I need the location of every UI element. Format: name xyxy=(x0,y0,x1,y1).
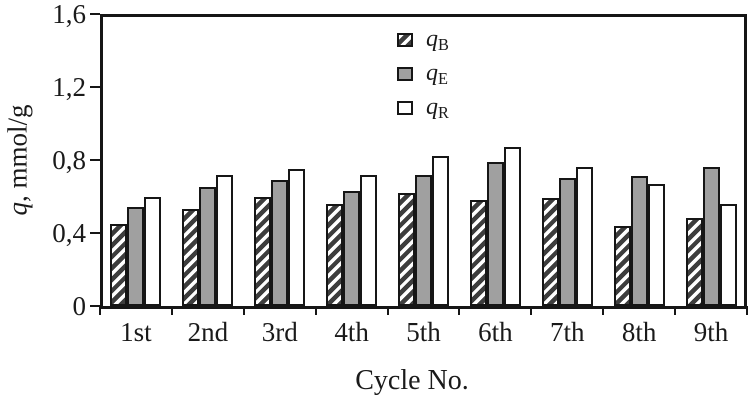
x-category-label: 6th xyxy=(478,317,513,347)
bar-q_E-4th xyxy=(343,191,361,306)
y-tick-mark xyxy=(90,232,100,234)
y-tick-mark xyxy=(90,13,100,15)
bar-q_E-6th xyxy=(486,161,504,306)
legend-variable: q xyxy=(426,25,438,52)
bar-q_E-2nd xyxy=(199,187,217,306)
y-tick-label: 0 xyxy=(72,291,87,321)
legend-variable: q xyxy=(426,93,438,120)
bar-q_E-5th xyxy=(414,174,432,306)
x-category-label: 1st xyxy=(120,317,152,347)
x-tick-mark xyxy=(386,306,389,315)
legend-label: qB xyxy=(426,25,449,54)
bar-q_E-3rd xyxy=(271,180,289,306)
x-category-label: 4th xyxy=(334,317,369,347)
legend-item-q_R: qR xyxy=(397,93,449,122)
x-tick-mark xyxy=(674,306,677,315)
x-tick-mark xyxy=(242,306,245,315)
bar-q_E-9th xyxy=(702,167,720,306)
legend-subscript: R xyxy=(438,102,449,122)
bar-q_B-5th xyxy=(397,192,415,306)
y-tick-label: 0,8 xyxy=(52,145,86,175)
bar-q_E-1st xyxy=(127,207,145,306)
legend-item-q_B: qB xyxy=(397,25,449,54)
bar-q_R-4th xyxy=(360,174,378,306)
legend-swatch-hatched-icon xyxy=(397,32,413,47)
y-tick-mark xyxy=(90,159,100,161)
bar-q_B-8th xyxy=(613,225,631,306)
x-category-label: 7th xyxy=(550,317,585,347)
bar-q_R-3rd xyxy=(288,169,306,306)
x-tick-mark xyxy=(458,306,461,315)
bar-q_B-7th xyxy=(541,198,559,306)
legend-swatch-white-icon xyxy=(397,100,413,115)
y-tick-label: 1,2 xyxy=(52,72,86,102)
x-tick-mark xyxy=(602,306,605,315)
legend: qB qE qR xyxy=(397,25,449,129)
y-tick-label: 0,4 xyxy=(52,218,86,248)
y-tick-mark xyxy=(90,86,100,88)
bar-q_R-9th xyxy=(719,203,737,306)
x-tick-mark xyxy=(170,306,173,315)
y-tick-mark xyxy=(90,305,100,307)
bar-q_E-7th xyxy=(558,178,576,306)
bar-q_R-1st xyxy=(144,196,162,306)
x-category-label: 9th xyxy=(693,317,729,347)
x-category-label: 3rd xyxy=(261,317,298,347)
legend-label: qE xyxy=(426,59,448,88)
x-tick-mark xyxy=(314,306,317,315)
bar-q_B-6th xyxy=(469,200,487,306)
bar-q_R-8th xyxy=(647,183,665,306)
bar-q_B-4th xyxy=(326,203,344,306)
legend-subscript: E xyxy=(438,68,448,88)
y-tick-label: 1,6 xyxy=(52,0,86,29)
legend-swatch-gray-icon xyxy=(397,66,413,81)
bar-q_B-1st xyxy=(110,223,128,306)
bar-q_B-9th xyxy=(685,218,703,306)
bar-q_R-5th xyxy=(431,156,449,306)
bar-q_R-2nd xyxy=(216,174,234,306)
legend-variable: q xyxy=(426,59,438,86)
x-tick-mark xyxy=(530,306,533,315)
x-tick-mark xyxy=(99,306,101,315)
legend-item-q_E: qE xyxy=(397,59,449,88)
bar-q_E-8th xyxy=(630,176,648,306)
legend-label: qR xyxy=(426,93,449,122)
x-axis-title: Cycle No. xyxy=(355,365,469,396)
bar-q_B-2nd xyxy=(182,209,200,306)
x-category-label: 5th xyxy=(406,317,441,347)
x-tick-mark xyxy=(746,306,748,315)
bar-q_R-6th xyxy=(503,147,521,306)
legend-subscript: B xyxy=(438,34,449,54)
bar-q_B-3rd xyxy=(254,196,272,306)
x-category-label: 2nd xyxy=(187,317,229,347)
y-axis-variable: q xyxy=(2,202,33,216)
x-category-label: 8th xyxy=(621,317,657,347)
bar-q_R-7th xyxy=(575,167,593,306)
